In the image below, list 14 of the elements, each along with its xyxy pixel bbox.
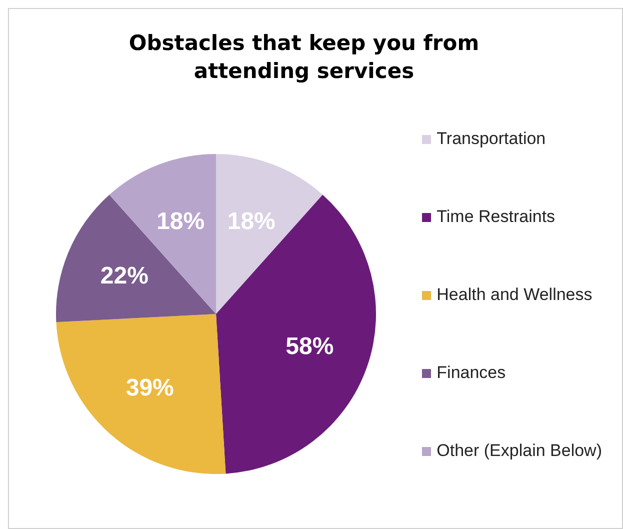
pie-slice — [56, 314, 226, 474]
data-label: 18% — [156, 208, 205, 235]
legend-label: Health and Wellness — [436, 285, 592, 305]
data-label: 22% — [100, 262, 148, 290]
legend-label: Time Restraints — [436, 207, 556, 227]
pie-slice — [216, 154, 323, 314]
legend-label: Finances — [436, 363, 506, 383]
data-label: 39% — [126, 374, 174, 402]
legend-label: Transportation — [436, 129, 546, 149]
pie-slice — [56, 194, 216, 322]
chart-title: Obstacles that keep you from attending services — [128, 30, 480, 85]
data-label: 58% — [286, 333, 334, 360]
legend-label: Other (Explain Below) — [436, 441, 602, 461]
pie-slice — [216, 194, 376, 474]
